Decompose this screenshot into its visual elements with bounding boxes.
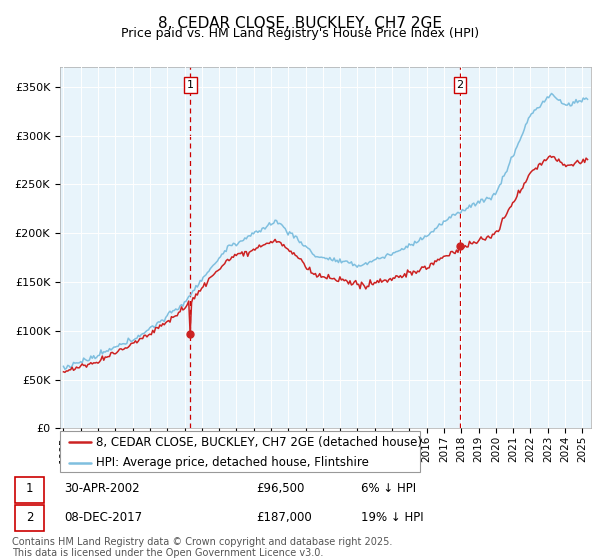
Text: 6% ↓ HPI: 6% ↓ HPI — [361, 482, 416, 495]
Text: 1: 1 — [187, 80, 194, 90]
Text: 8, CEDAR CLOSE, BUCKLEY, CH7 2GE: 8, CEDAR CLOSE, BUCKLEY, CH7 2GE — [158, 16, 442, 31]
Text: 8, CEDAR CLOSE, BUCKLEY, CH7 2GE (detached house): 8, CEDAR CLOSE, BUCKLEY, CH7 2GE (detach… — [96, 436, 422, 449]
Text: 19% ↓ HPI: 19% ↓ HPI — [361, 511, 424, 524]
Text: 1: 1 — [26, 482, 33, 495]
Text: £187,000: £187,000 — [256, 511, 312, 524]
FancyBboxPatch shape — [15, 505, 44, 531]
Text: 08-DEC-2017: 08-DEC-2017 — [64, 511, 143, 524]
FancyBboxPatch shape — [15, 477, 44, 502]
Text: 2: 2 — [457, 80, 463, 90]
Text: 30-APR-2002: 30-APR-2002 — [64, 482, 140, 495]
Text: HPI: Average price, detached house, Flintshire: HPI: Average price, detached house, Flin… — [96, 456, 369, 469]
Text: £96,500: £96,500 — [256, 482, 305, 495]
Text: Price paid vs. HM Land Registry's House Price Index (HPI): Price paid vs. HM Land Registry's House … — [121, 27, 479, 40]
Text: 2: 2 — [26, 511, 33, 524]
FancyBboxPatch shape — [60, 431, 420, 472]
Text: Contains HM Land Registry data © Crown copyright and database right 2025.
This d: Contains HM Land Registry data © Crown c… — [12, 536, 392, 558]
